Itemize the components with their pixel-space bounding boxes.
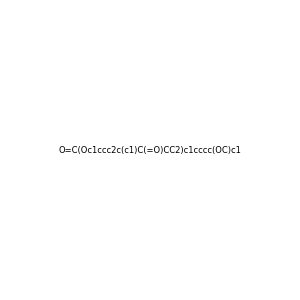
Text: O=C(Oc1ccc2c(c1)C(=O)CC2)c1cccc(OC)c1: O=C(Oc1ccc2c(c1)C(=O)CC2)c1cccc(OC)c1 xyxy=(58,146,242,154)
